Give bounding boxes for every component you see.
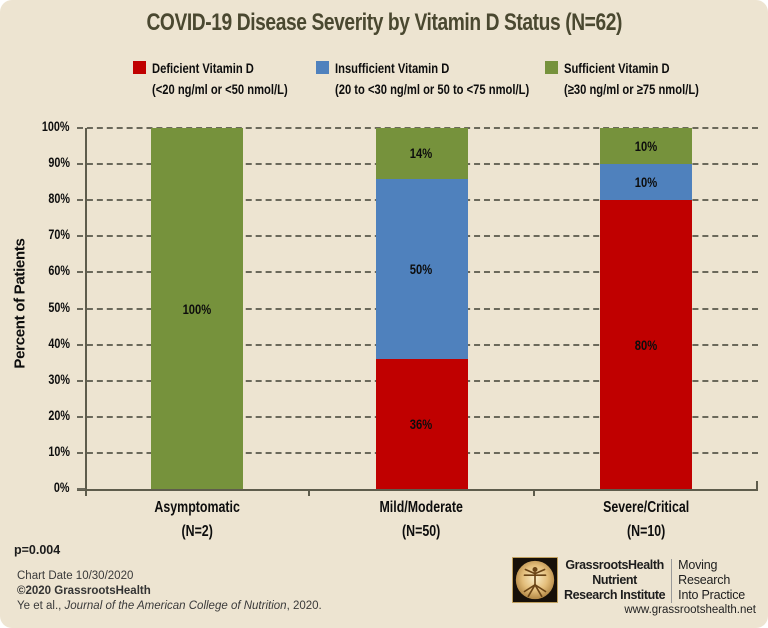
segment-value-label: 36% [410, 416, 433, 433]
segment-value-label: 10% [634, 174, 658, 191]
bar-asymptomatic: 100% [151, 128, 244, 489]
logo-url: www.grassrootshealth.net [624, 604, 756, 616]
logo-org-name: GrassrootsHealth Nutrient Research Insti… [564, 558, 666, 602]
legend-label: Sufficient Vitamin D [564, 60, 670, 76]
vitruvian-man-icon [512, 557, 558, 603]
legend-sublabel: (20 to <30 ng/ml or 50 to <75 nmol/L) [335, 81, 530, 97]
x-axis-tick [85, 489, 87, 496]
x-axis-right-tick [756, 481, 758, 491]
legend-sublabel: (≥30 ng/ml or ≥75 nmol/L) [564, 81, 699, 97]
y-axis-tick-labels: 100% 90% 80% 70% 60% 50% 40% 30% 20% 10% 0% [0, 119, 70, 495]
insufficient-swatch-icon [316, 61, 329, 74]
segment-value-label: 10% [634, 138, 658, 155]
category-label: Mild/Moderate (N=50) [379, 499, 464, 540]
legend-sublabel: (<20 ng/ml or <50 nmol/L) [152, 81, 288, 97]
y-axis-tick-label: 60% [48, 263, 70, 279]
y-axis-tick-label: 50% [48, 299, 70, 315]
legend-item-insufficient: Insufficient Vitamin D (20 to <30 ng/ml … [316, 58, 541, 100]
y-axis-tick-label: 20% [48, 407, 70, 423]
y-axis-tick-label: 80% [48, 191, 70, 207]
legend-item-deficient: Deficient Vitamin D (<20 ng/ml or <50 nm… [133, 58, 318, 100]
copyright: ©2020 GrassrootsHealth [17, 585, 151, 597]
citation: Ye et al., Journal of the American Colle… [17, 600, 322, 612]
segment-value-label: 50% [410, 260, 433, 277]
segment-value-label: 80% [634, 336, 658, 353]
x-axis-tick [308, 489, 311, 496]
bar-segment-sufficient-vitamin-d: 100% [151, 128, 244, 489]
bar-segment-insufficient-vitamin-d: 10% [599, 164, 692, 201]
bar-segment-deficient-vitamin-d: 36% [375, 359, 468, 489]
deficient-swatch-icon [133, 61, 146, 74]
footer: Chart Date 10/30/2020 ©2020 GrassrootsHe… [17, 569, 322, 614]
legend-label: Deficient Vitamin D [152, 60, 254, 76]
y-axis-tick-label: 70% [48, 227, 70, 243]
bar-segment-insufficient-vitamin-d: 50% [375, 178, 468, 360]
bar-segment-sufficient-vitamin-d: 10% [599, 128, 692, 165]
y-axis-tick-label: 30% [48, 371, 70, 387]
logo-tagline: Moving Research Into Practice [678, 558, 746, 602]
legend-label: Insufficient Vitamin D [335, 60, 450, 76]
y-axis-tick-label: 40% [48, 335, 70, 351]
y-axis-tick-label: 0% [54, 480, 70, 495]
chart-date: Chart Date 10/30/2020 [17, 570, 134, 582]
segment-value-label: 14% [410, 145, 433, 162]
y-axis-tick-label: 10% [48, 443, 70, 459]
bar-segment-deficient-vitamin-d: 80% [599, 200, 692, 489]
logo-block: GrassrootsHealth Nutrient Research Insti… [512, 557, 758, 616]
category-label: Severe/Critical (N=10) [602, 499, 689, 540]
bar-segment-sufficient-vitamin-d: 14% [375, 128, 468, 179]
y-axis-tick-label: 100% [42, 119, 70, 134]
sufficient-swatch-icon [545, 61, 558, 74]
segment-value-label: 100% [182, 300, 212, 317]
category-label: Asymptomatic (N=2) [154, 499, 240, 540]
bar-mild-moderate: 36% 50% 14% [375, 128, 468, 489]
legend-item-sufficient: Sufficient Vitamin D (≥30 ng/ml or ≥75 n… [545, 58, 755, 100]
chart-title: COVID-19 Disease Severity by Vitamin D S… [146, 9, 622, 36]
axis-tick [77, 488, 85, 490]
logo-divider [671, 559, 673, 603]
bar-severe-critical: 80% 10% 10% [599, 128, 692, 489]
x-axis-line [77, 489, 758, 491]
p-value: p=0.004 [14, 543, 61, 557]
y-axis-tick-label: 90% [48, 155, 70, 171]
gridline [77, 127, 758, 129]
x-axis-tick [532, 489, 535, 496]
plot-area: 100% 36% 50% 14% 80% 10% 10% [77, 127, 758, 496]
